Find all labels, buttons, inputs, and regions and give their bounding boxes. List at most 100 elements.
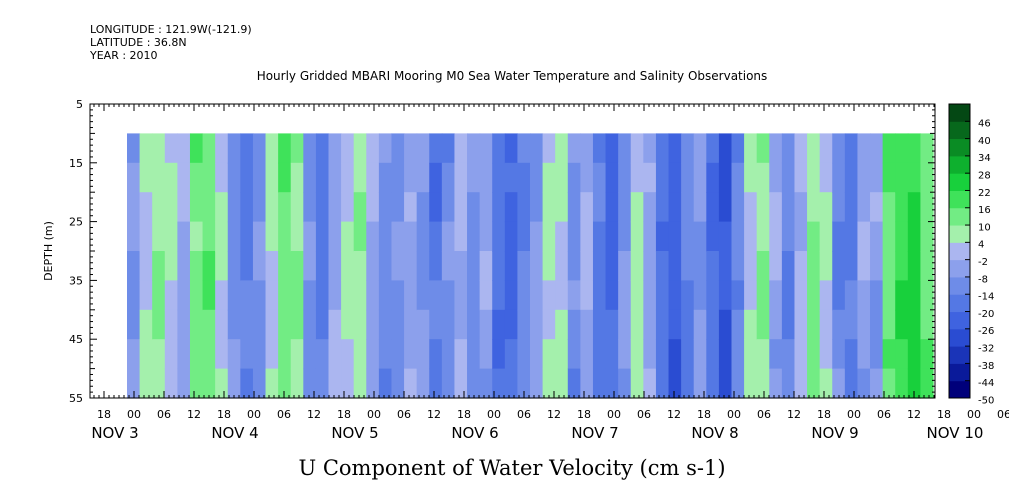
heat-cell (618, 251, 632, 281)
colorbar-segment (949, 138, 970, 157)
heat-cell (807, 309, 821, 340)
heat-cell (681, 192, 695, 223)
heat-cell (479, 251, 493, 281)
heat-cell (731, 162, 745, 193)
heat-cell (177, 162, 191, 193)
heat-cell (454, 368, 468, 399)
heat-cell (278, 133, 292, 164)
x-hour-label: 06 (397, 408, 411, 421)
heat-cell (643, 339, 657, 370)
heat-cell (303, 280, 317, 311)
heat-cell (164, 368, 178, 399)
colorbar-label: 10 (978, 222, 991, 233)
axes: 5 15 25 35 45 55 18 00 06 12 18 00 06 12 18 00 06 12 18 00 0… (69, 98, 1009, 442)
heat-cell (567, 280, 581, 311)
heat-cell (290, 251, 304, 281)
heat-cell (907, 368, 921, 399)
heat-cell (895, 133, 909, 164)
heat-cell (215, 280, 229, 311)
colorbar-frame (948, 103, 971, 399)
heat-cell (794, 221, 808, 252)
heat-cell (227, 339, 241, 370)
heat-cell (870, 251, 884, 281)
heat-cell (592, 162, 607, 193)
colorbar-label: 46 (978, 119, 991, 130)
heat-cell (454, 339, 468, 370)
heat-cell (920, 280, 934, 311)
heat-cell (832, 368, 846, 399)
heat-cell (152, 133, 166, 164)
heat-cell (240, 339, 254, 370)
heat-cell (655, 368, 670, 399)
heat-cell (643, 280, 657, 311)
heat-cell (530, 368, 544, 399)
heat-cell (592, 192, 607, 223)
heat-cell (429, 192, 443, 223)
heat-cell (643, 133, 657, 164)
heat-cell (252, 251, 267, 281)
heat-cell (492, 251, 506, 281)
heat-cell (781, 133, 796, 164)
x-hour-label: 00 (487, 408, 501, 421)
heat-cell (416, 221, 430, 252)
heat-cell (907, 339, 921, 370)
x-hour-label: 06 (637, 408, 651, 421)
heat-cell (693, 133, 707, 164)
x-hour-label: 00 (607, 408, 621, 421)
heat-cell (718, 339, 733, 370)
x-hour-label: 00 (727, 408, 741, 421)
heat-cell (580, 280, 594, 311)
heat-cell (580, 368, 594, 399)
heat-cell (882, 251, 896, 281)
x-day-label: NOV 10 (927, 424, 984, 442)
heat-cell (127, 221, 141, 252)
heat-cell (467, 221, 481, 252)
heat-cell (844, 339, 859, 370)
heat-cell (177, 339, 191, 370)
heat-cell (341, 162, 355, 193)
heat-cell (391, 280, 405, 311)
heat-cell (189, 339, 204, 370)
heat-cell (391, 251, 405, 281)
heat-cell (366, 368, 380, 399)
heat-cell (555, 251, 569, 281)
heat-cell (920, 339, 934, 370)
heat-cell (416, 309, 430, 340)
heat-cell (290, 339, 304, 370)
heat-cell (592, 221, 607, 252)
heat-cell (467, 162, 481, 193)
x-day-label: NOV 4 (211, 424, 258, 442)
x-hour-label: 18 (217, 408, 231, 421)
heat-cell (152, 309, 166, 340)
heat-cell (605, 368, 619, 399)
heat-cell (731, 192, 745, 223)
heat-cell (164, 339, 178, 370)
heat-cell (366, 339, 380, 370)
heat-cell (164, 162, 178, 193)
heat-cell (895, 221, 909, 252)
heat-cell (139, 368, 153, 399)
heat-cell (756, 162, 770, 193)
heat-cell (555, 133, 569, 164)
heat-cell (819, 162, 833, 193)
heat-cell (341, 309, 355, 340)
colorbar-label: -8 (978, 274, 988, 285)
heat-cell (592, 251, 607, 281)
heat-cell (265, 162, 279, 193)
heat-cell (404, 339, 418, 370)
heat-cell (504, 221, 518, 252)
heat-cell (895, 251, 909, 281)
heat-cell (278, 339, 292, 370)
heat-cell (202, 280, 216, 311)
heat-cell (328, 280, 342, 311)
heat-cell (240, 192, 254, 223)
colorbar-label: 16 (978, 205, 991, 216)
heat-cell (756, 309, 770, 340)
heat-cell (177, 368, 191, 399)
heat-cell (139, 339, 153, 370)
heat-cell (542, 192, 556, 223)
heat-cell (794, 309, 808, 340)
heat-cell (454, 133, 468, 164)
heat-cell (580, 192, 594, 223)
x-hour-label: 12 (307, 408, 321, 421)
